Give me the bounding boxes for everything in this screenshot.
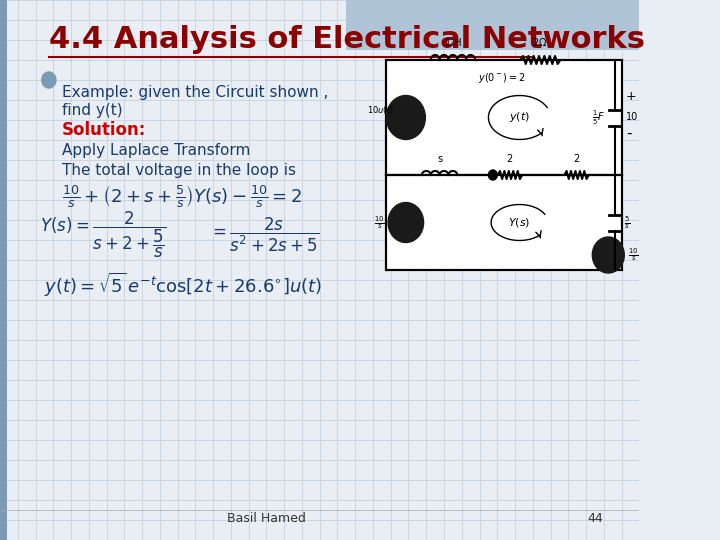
Text: +: + xyxy=(626,90,636,103)
Text: 44: 44 xyxy=(587,512,603,525)
Circle shape xyxy=(387,96,426,139)
Text: $y(t)=\sqrt{5}\,e^{-t}\cos\!\left[2t+26.6^{\circ}\right]u(t)$: $y(t)=\sqrt{5}\,e^{-t}\cos\!\left[2t+26.… xyxy=(45,271,323,299)
Text: $=\dfrac{2s}{s^{2}+2s+5}$: $=\dfrac{2s}{s^{2}+2s+5}$ xyxy=(209,216,319,254)
Text: $\frac{10}{s}+\left(2+s+\frac{5}{s}\right)Y(s)-\frac{10}{s}=2$: $\frac{10}{s}+\left(2+s+\frac{5}{s}\righ… xyxy=(62,184,302,210)
Text: The total voltage in the loop is: The total voltage in the loop is xyxy=(62,163,296,178)
Text: Example: given the Circuit shown ,: Example: given the Circuit shown , xyxy=(62,84,328,99)
Text: Solution:: Solution: xyxy=(62,121,147,139)
Text: $\frac{5}{s}$: $\frac{5}{s}$ xyxy=(624,214,631,231)
Bar xyxy=(346,0,639,50)
Text: s: s xyxy=(437,154,442,164)
Text: $10u(t)$: $10u(t)$ xyxy=(367,104,395,116)
Text: $\frac{1}{5}F$: $\frac{1}{5}F$ xyxy=(592,109,606,126)
Text: $y(t)$: $y(t)$ xyxy=(509,111,530,125)
Text: $Y(s)=\dfrac{2}{s+2+\dfrac{5}{s}}$: $Y(s)=\dfrac{2}{s+2+\dfrac{5}{s}}$ xyxy=(40,210,167,260)
Text: Basil Hamed: Basil Hamed xyxy=(227,512,306,525)
Text: 2: 2 xyxy=(573,154,580,164)
Text: -: - xyxy=(626,125,631,140)
Circle shape xyxy=(593,237,624,273)
Text: $y(0^-)=2$: $y(0^-)=2$ xyxy=(478,71,526,85)
Circle shape xyxy=(42,72,56,88)
Circle shape xyxy=(488,170,498,180)
Text: 1 H: 1 H xyxy=(444,38,462,48)
Text: Apply Laplace Transform: Apply Laplace Transform xyxy=(62,143,251,158)
Bar xyxy=(387,60,621,175)
Text: $\frac{10}{s}$: $\frac{10}{s}$ xyxy=(374,214,384,231)
Text: find y(t): find y(t) xyxy=(62,103,123,118)
Text: 4.4 Analysis of Electrical Networks: 4.4 Analysis of Electrical Networks xyxy=(49,25,645,55)
Text: 2: 2 xyxy=(507,154,513,164)
Bar xyxy=(387,175,621,270)
Text: $Y(s)$: $Y(s)$ xyxy=(508,216,531,229)
Bar xyxy=(0,0,7,540)
Text: 10: 10 xyxy=(626,112,639,123)
Circle shape xyxy=(388,202,423,242)
Text: $\frac{10}{s}$: $\frac{10}{s}$ xyxy=(628,247,639,264)
Text: $2\Omega$: $2\Omega$ xyxy=(532,36,547,48)
